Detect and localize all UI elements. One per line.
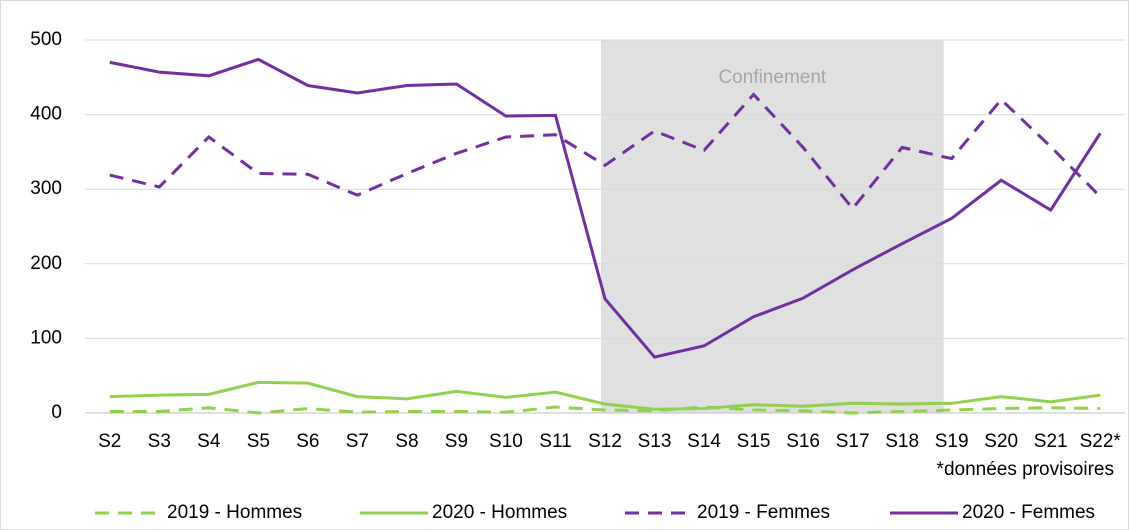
x-tick-label: S18 [885, 431, 919, 452]
note: *données provisoires [937, 459, 1114, 480]
y-tick-label: 0 [51, 402, 62, 423]
y-tick-label: 500 [30, 29, 62, 50]
legend-label: 2020 - Hommes [432, 502, 567, 523]
series-line [109, 92, 1102, 211]
x-tick-label: S14 [687, 431, 721, 452]
y-tick-label: 400 [30, 104, 62, 125]
x-tick-label: S9 [445, 431, 468, 452]
shaded-period [601, 40, 944, 413]
x-tick-label: S4 [197, 431, 221, 452]
x-tick-label: S12 [588, 431, 622, 452]
x-tick-label: S7 [346, 431, 369, 452]
legend-label: 2019 - Hommes [167, 502, 302, 523]
legend-label: 2019 - Femmes [697, 502, 830, 523]
x-tick-label: S22* [1080, 431, 1122, 452]
shade-label: Confinement [718, 67, 826, 88]
x-tick-label: S2 [98, 431, 121, 452]
x-tick-label: S8 [395, 431, 418, 452]
y-tick-label: 100 [30, 327, 62, 348]
x-tick-label: S20 [984, 431, 1018, 452]
series-line [109, 380, 1101, 411]
series-line [109, 405, 1101, 415]
legend-label: 2020 - Femmes [962, 502, 1095, 523]
x-tick-label: S10 [489, 431, 523, 452]
x-tick-label: S16 [786, 431, 820, 452]
y-tick-label: 200 [30, 253, 62, 274]
x-tick-label: S11 [539, 431, 571, 452]
x-tick-label: S13 [638, 431, 672, 452]
x-tick-label: S17 [836, 431, 870, 452]
x-tick-label: S15 [737, 431, 771, 452]
x-tick-label: S6 [296, 431, 319, 452]
x-tick-label: S19 [935, 431, 969, 452]
series-line [109, 57, 1102, 359]
y-tick-label: 300 [30, 178, 62, 199]
x-tick-label: S3 [148, 431, 171, 452]
x-tick-label: S5 [247, 431, 270, 452]
x-tick-label: S21 [1034, 431, 1068, 452]
